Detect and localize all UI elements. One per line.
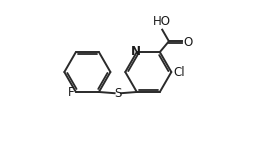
Text: Cl: Cl — [174, 66, 185, 79]
Text: F: F — [67, 86, 74, 99]
Text: N: N — [131, 45, 141, 58]
Text: O: O — [183, 36, 193, 49]
Text: S: S — [114, 87, 122, 100]
Text: HO: HO — [152, 15, 171, 28]
